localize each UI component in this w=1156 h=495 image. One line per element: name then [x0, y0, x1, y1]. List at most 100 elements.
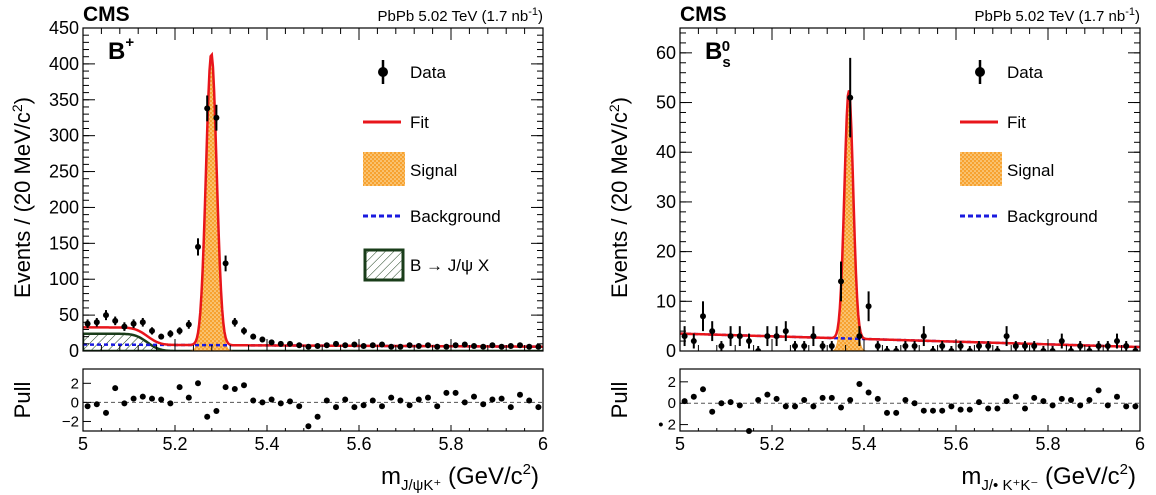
legend-label-fit: Fit — [410, 113, 429, 132]
x-tick-label: 5 — [675, 434, 685, 454]
pull-point — [1077, 402, 1084, 409]
signal-component — [680, 102, 1140, 351]
pull-point — [690, 393, 697, 400]
pull-point — [397, 397, 404, 404]
data-point — [994, 348, 1001, 351]
legend: Data Fit Signal Background B → J/ψ X — [363, 60, 501, 282]
x-tick-label: 5.6 — [346, 434, 371, 454]
data-point — [305, 343, 312, 350]
data-point — [149, 327, 155, 334]
data-point — [930, 348, 936, 351]
pull-point — [130, 395, 137, 402]
data-point — [985, 343, 992, 350]
pull-point — [985, 405, 992, 412]
pull-point — [443, 389, 450, 396]
y-tick-label: 200 — [49, 197, 79, 217]
data-point — [241, 327, 247, 334]
pull-point — [167, 400, 174, 407]
y-tick-label: 150 — [49, 233, 79, 253]
pull-point — [480, 401, 487, 408]
data-point — [856, 333, 863, 340]
data-point — [333, 340, 339, 347]
y-tick-label: 400 — [49, 54, 79, 74]
plot-frame — [82, 27, 544, 352]
pull-point — [452, 389, 459, 396]
data-point — [709, 328, 716, 335]
pull-point — [1040, 398, 1047, 405]
data-point — [957, 343, 964, 350]
pull-point — [231, 386, 238, 393]
pull-point — [957, 406, 964, 413]
plot-area — [680, 57, 1140, 351]
chart-panel-1: CMS PbPb 5.02 TeV (1.7 nb-1)0501001502002… — [9, 3, 548, 494]
data-point — [755, 348, 762, 351]
y-tick-label: 250 — [49, 162, 79, 182]
pull-point — [884, 409, 890, 416]
data-point — [379, 341, 385, 348]
bjpsix-component — [83, 332, 543, 351]
plot-frame — [679, 27, 1141, 352]
legend-label-background: Background — [410, 207, 501, 226]
y-tick-label: 0 — [69, 341, 79, 361]
data-point — [736, 333, 743, 340]
pull-point — [1003, 398, 1010, 405]
pull-point — [1086, 397, 1093, 403]
data-point — [498, 343, 505, 350]
pull-point — [727, 399, 734, 406]
data-point — [884, 348, 890, 351]
pull-point — [736, 402, 743, 409]
data-point — [185, 321, 192, 328]
particle-label: B+ — [108, 34, 134, 65]
pull-point — [176, 384, 183, 391]
data-point — [792, 343, 798, 350]
data-point — [1003, 333, 1010, 340]
pull-point — [847, 397, 854, 403]
pull-point — [369, 397, 376, 404]
data-point — [434, 343, 441, 350]
pull-point — [718, 400, 725, 407]
data-point — [158, 333, 165, 340]
data-point — [1012, 343, 1019, 350]
data-point — [801, 343, 808, 350]
pull-point — [517, 391, 523, 398]
legend-data-marker — [975, 67, 985, 77]
legend-signal-marker — [363, 152, 405, 186]
legend: Data Fit Signal Background — [960, 60, 1098, 226]
data-point — [1123, 343, 1130, 350]
data-point — [231, 319, 238, 326]
data-point — [690, 338, 697, 345]
pull-point — [1022, 405, 1028, 412]
legend-label-data: Data — [410, 63, 446, 82]
y-tick-label: 450 — [49, 18, 79, 38]
data-point — [415, 342, 422, 349]
data-point — [259, 336, 266, 343]
x-axis-label: mJ/ψK⁺ (GeV/c2) — [381, 461, 539, 494]
pull-point — [461, 399, 468, 406]
data-point — [425, 342, 431, 349]
data-point — [287, 340, 293, 347]
pull-point — [112, 385, 119, 392]
data-point — [727, 333, 734, 340]
data-point — [360, 342, 367, 349]
data-point — [176, 327, 183, 334]
pull-point — [213, 407, 220, 414]
data-point — [782, 328, 789, 335]
y-tick-label: 30 — [656, 192, 676, 212]
pull-point — [93, 401, 100, 408]
pull-point — [287, 398, 293, 405]
data-point — [1031, 343, 1038, 350]
pull-point — [388, 394, 395, 401]
data-point — [966, 348, 973, 351]
pull-point — [379, 403, 385, 410]
data-point — [471, 342, 477, 349]
data-point — [948, 348, 955, 351]
data-point — [369, 342, 376, 349]
pull-point — [204, 413, 211, 420]
pull-point — [406, 402, 413, 409]
data-point — [1132, 348, 1139, 351]
pull-point — [782, 403, 789, 410]
pull-point — [1068, 397, 1074, 403]
data-point — [314, 342, 321, 349]
y-axis-label: Events / (20 MeV/c2) — [606, 97, 632, 298]
data-point — [342, 342, 349, 349]
